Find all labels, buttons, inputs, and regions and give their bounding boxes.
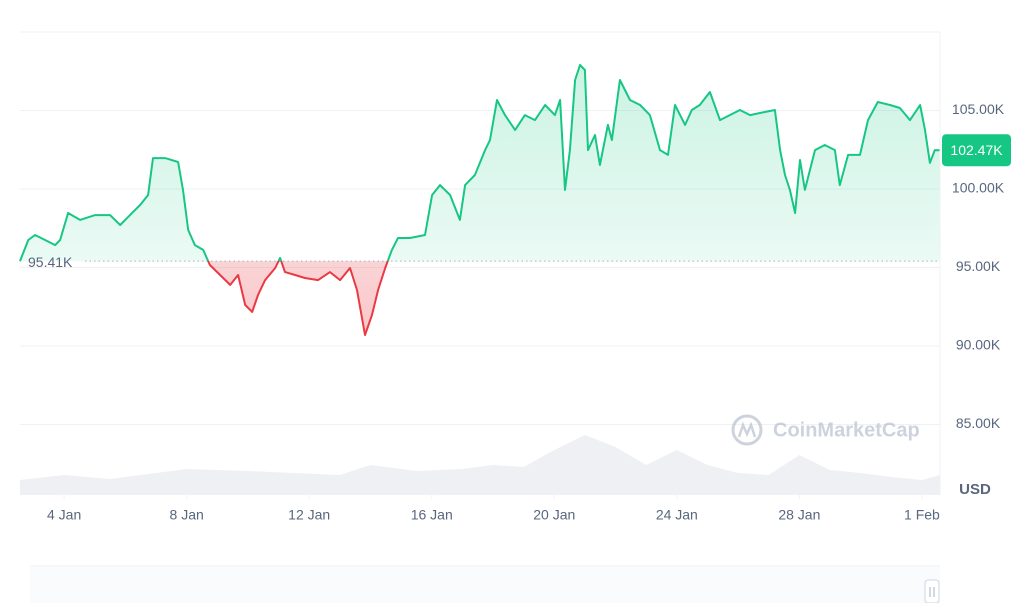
watermark-logo-mark — [737, 421, 757, 438]
y-tick-label: 100.00K — [952, 180, 1005, 196]
x-tick-label: 8 Jan — [170, 507, 204, 523]
x-tick-label: 24 Jan — [656, 507, 698, 523]
navigator-track — [30, 566, 940, 603]
watermark: CoinMarketCap — [731, 414, 920, 446]
x-tick-label: 28 Jan — [778, 507, 820, 523]
x-tick-label: 16 Jan — [411, 507, 453, 523]
last-price-badge — [942, 134, 1011, 167]
y-tick-label: 105.00K — [952, 101, 1005, 117]
navigator — [30, 565, 940, 603]
last-price-label: 102.47K — [950, 142, 1003, 158]
plot-layer — [19, 64, 941, 499]
y-tick-label: 90.00K — [956, 337, 1001, 353]
volume-area — [20, 435, 940, 495]
watermark-text: CoinMarketCap — [773, 419, 920, 441]
watermark-logo — [731, 414, 763, 446]
price-line — [19, 64, 941, 336]
baseline-label: 95.41K — [28, 254, 73, 270]
y-tick-label: 85.00K — [956, 415, 1001, 431]
y-tick-label: 95.00K — [956, 258, 1001, 274]
x-tick-label: 1 Feb — [904, 507, 940, 523]
x-tick-label: 12 Jan — [288, 507, 330, 523]
x-tick-label: 20 Jan — [533, 507, 575, 523]
currency-label: USD — [959, 481, 991, 498]
x-tick-label: 4 Jan — [47, 507, 81, 523]
navigator-handle[interactable] — [924, 579, 940, 603]
area-above — [20, 65, 940, 262]
